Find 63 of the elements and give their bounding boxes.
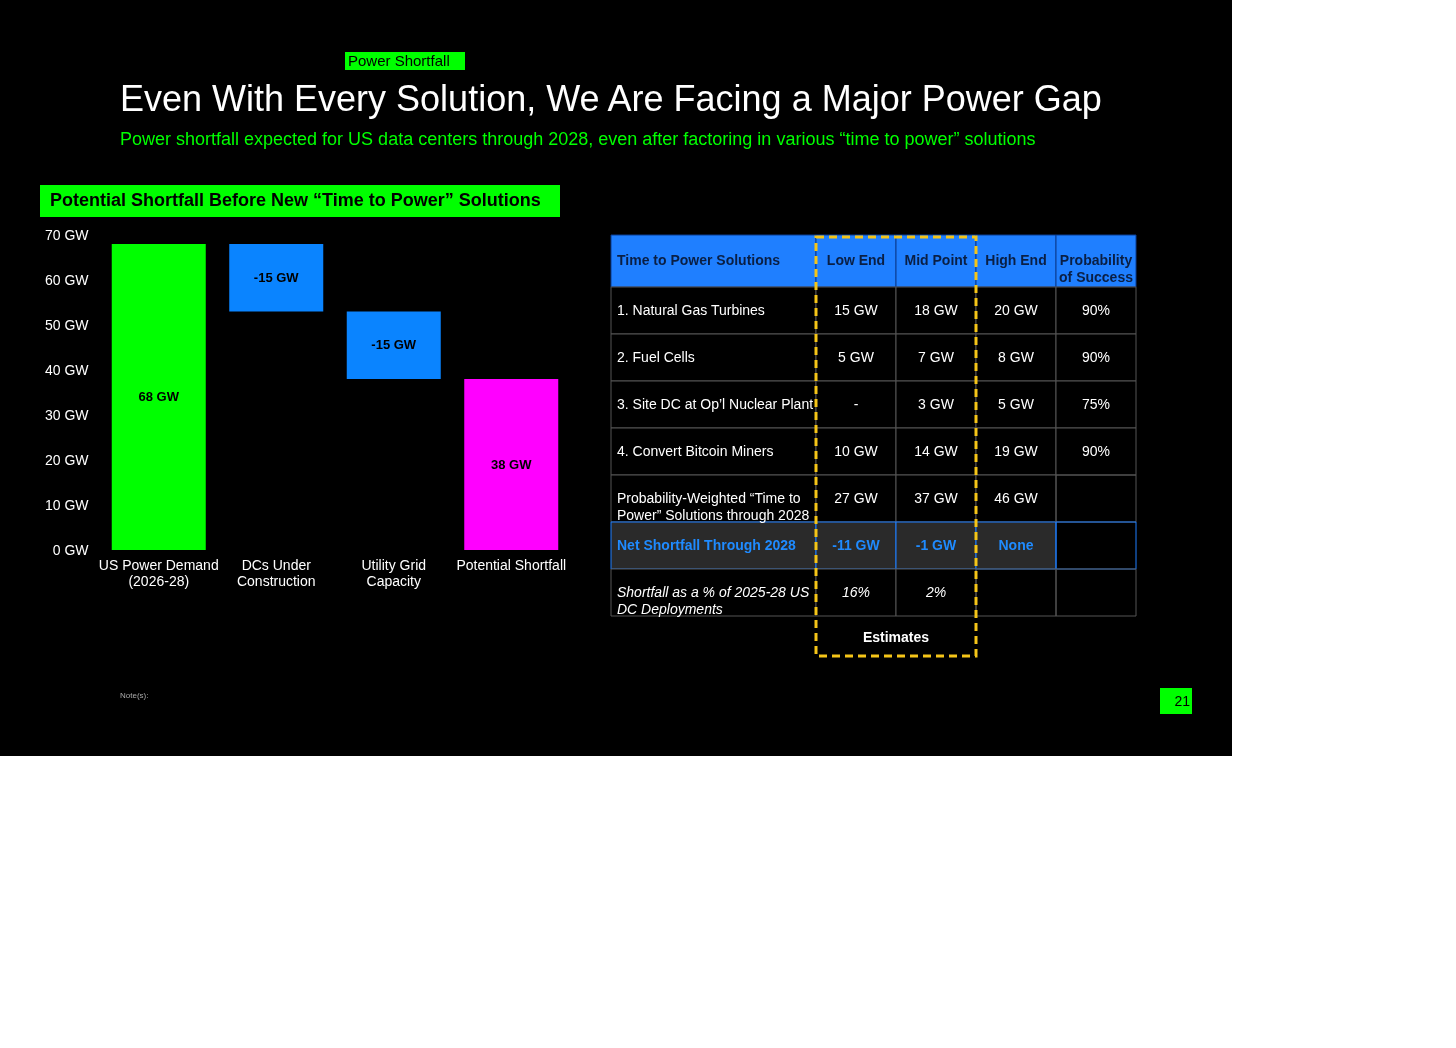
- text: -11 GW: [832, 536, 880, 553]
- text: Note(s):: [120, 691, 149, 700]
- y-tick-label: 0 GW: [52, 541, 90, 558]
- category-label: Shortfall as a % of 2025-28 US DC Deployments: [617, 583, 810, 617]
- y-tick-label: 30 GW: [44, 406, 90, 423]
- text: 7 GW: [918, 348, 954, 365]
- text: Power Shortfall: [348, 52, 450, 69]
- text: 5 GW: [998, 395, 1034, 412]
- x-tick-label: Utility Grid Capacity: [361, 556, 427, 589]
- category-label: Probability-Weighted “Time to Power” Solutions through 2028: [617, 489, 810, 523]
- bar: [346, 311, 441, 379]
- text: 75%: [1081, 395, 1111, 412]
- data-label: 68 GW: [138, 389, 180, 404]
- bar: [229, 244, 324, 312]
- text: 14 GW: [914, 442, 958, 459]
- category-label: 2. Fuel Cells: [617, 348, 695, 365]
- text: Even With Every Solution, We Are Facing a Major Power Gap: [120, 78, 1102, 119]
- text: 20 GW: [994, 301, 1038, 318]
- y-tick-label: 40 GW: [44, 361, 90, 378]
- text: 90%: [1081, 442, 1111, 459]
- text: 46 GW: [994, 489, 1038, 506]
- text: Estimates: [862, 629, 930, 645]
- text: 18 GW: [914, 301, 958, 318]
- category-label: 3. Site DC at Op’l Nuclear Plant: [617, 395, 814, 412]
- category-label: 1. Natural Gas Turbines: [617, 301, 765, 318]
- data-label: -15 GW: [253, 269, 300, 285]
- text: -1 GW: [915, 536, 957, 553]
- text: -: [853, 395, 859, 412]
- category-label: High End: [985, 252, 1047, 268]
- text: 10 GW: [834, 442, 878, 459]
- category-label: 4. Convert Bitcoin Miners: [617, 442, 774, 459]
- x-tick-label: Potential Shortfall: [456, 556, 567, 573]
- y-tick-label: 10 GW: [44, 496, 90, 513]
- y-tick-label: 70 GW: [44, 226, 90, 243]
- text: Power shortfall expected for US data centers through 2028, even after factoring in various “time to power” solutions: [120, 129, 1036, 149]
- text: 3 GW: [918, 395, 954, 412]
- text: 19 GW: [994, 442, 1038, 459]
- category-label: Net Shortfall Through 2028: [617, 536, 796, 553]
- y-tick-label: 60 GW: [44, 271, 90, 288]
- bar: [111, 244, 206, 550]
- data-label: 38 GW: [491, 456, 533, 472]
- category-label: Mid Point: [904, 252, 968, 268]
- category-label: Time to Power Solutions: [617, 252, 781, 268]
- text: 90%: [1081, 348, 1111, 365]
- text: 21: [1174, 693, 1191, 709]
- x-tick-label: US Power Demand (2026-28): [98, 556, 219, 589]
- bar: [464, 379, 559, 550]
- category-label: Probability of Success: [1059, 252, 1134, 285]
- text: 90%: [1081, 301, 1111, 318]
- text: 5 GW: [838, 348, 874, 365]
- chart-title: Potential Shortfall Before New “Time to Power” Solutions: [50, 190, 541, 210]
- category-label: Low End: [826, 252, 886, 268]
- data-label: -15 GW: [371, 337, 417, 353]
- text: 8 GW: [998, 348, 1034, 365]
- text: 2%: [925, 583, 947, 600]
- x-tick-label: DCs Under Construction: [236, 556, 316, 589]
- text: 27 GW: [834, 489, 878, 506]
- text: 15 GW: [834, 301, 878, 318]
- text: None: [998, 536, 1034, 553]
- y-tick-label: 50 GW: [44, 316, 90, 333]
- y-tick-label: 20 GW: [44, 451, 90, 468]
- text: 16%: [841, 583, 871, 600]
- text: 37 GW: [914, 489, 958, 506]
